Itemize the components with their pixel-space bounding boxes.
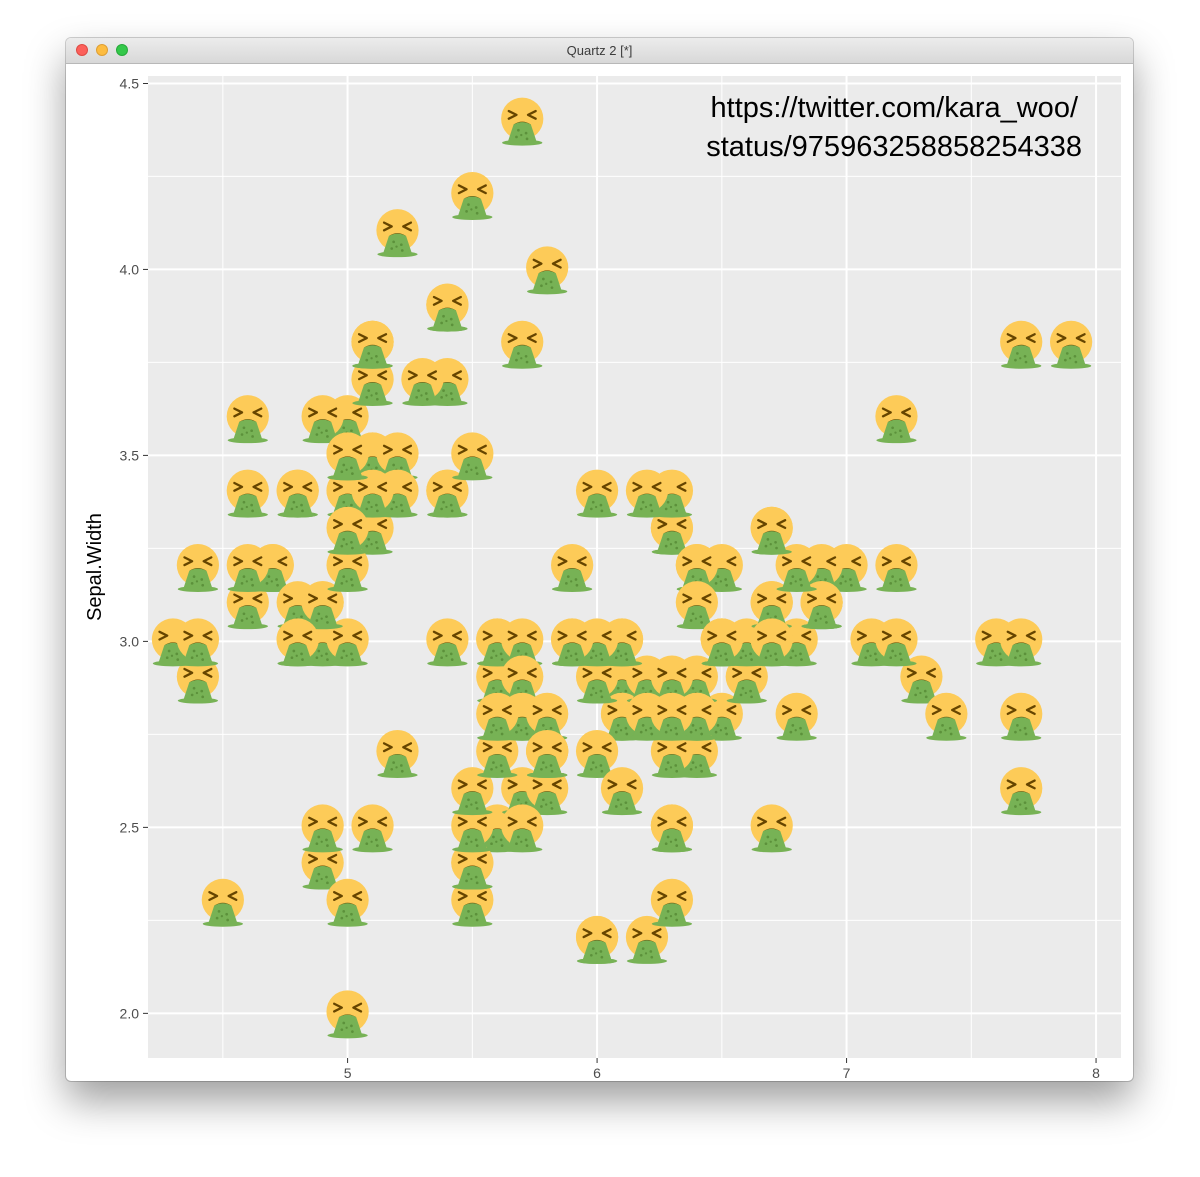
y-tick-label: 4.5 (120, 75, 140, 91)
y-tick-label: 2.5 (120, 819, 140, 835)
quartz-window: Quartz 2 [*] 5 6 7 8 2.0 2.5 3.0 3.5 4.0 4.5 Sepa… (66, 38, 1133, 1081)
x-tick-label: 5 (344, 1065, 352, 1081)
x-tick-label: 7 (843, 1065, 851, 1081)
minimize-button[interactable] (96, 44, 108, 56)
y-axis-title: Sepal.Width (84, 513, 106, 621)
y-tick-label: 3.0 (120, 633, 140, 649)
zoom-button[interactable] (116, 44, 128, 56)
annotation-line-1: https://twitter.com/kara_woo/ (711, 92, 1079, 124)
y-tick-label: 4.0 (120, 261, 140, 277)
window-titlebar[interactable]: Quartz 2 [*] (66, 38, 1133, 64)
close-button[interactable] (76, 44, 88, 56)
x-tick-label: 8 (1092, 1065, 1100, 1081)
y-tick-label: 2.0 (120, 1005, 140, 1021)
window-title: Quartz 2 [*] (566, 43, 633, 58)
plot-panel (148, 76, 1121, 1058)
scatter-plot: 5 6 7 8 2.0 2.5 3.0 3.5 4.0 4.5 Sepal.Width https… (84, 75, 1121, 1081)
x-tick-label: 6 (593, 1065, 601, 1081)
annotation-line-2: status/975963258858254338 (706, 131, 1082, 163)
y-tick-label: 3.5 (120, 447, 140, 463)
